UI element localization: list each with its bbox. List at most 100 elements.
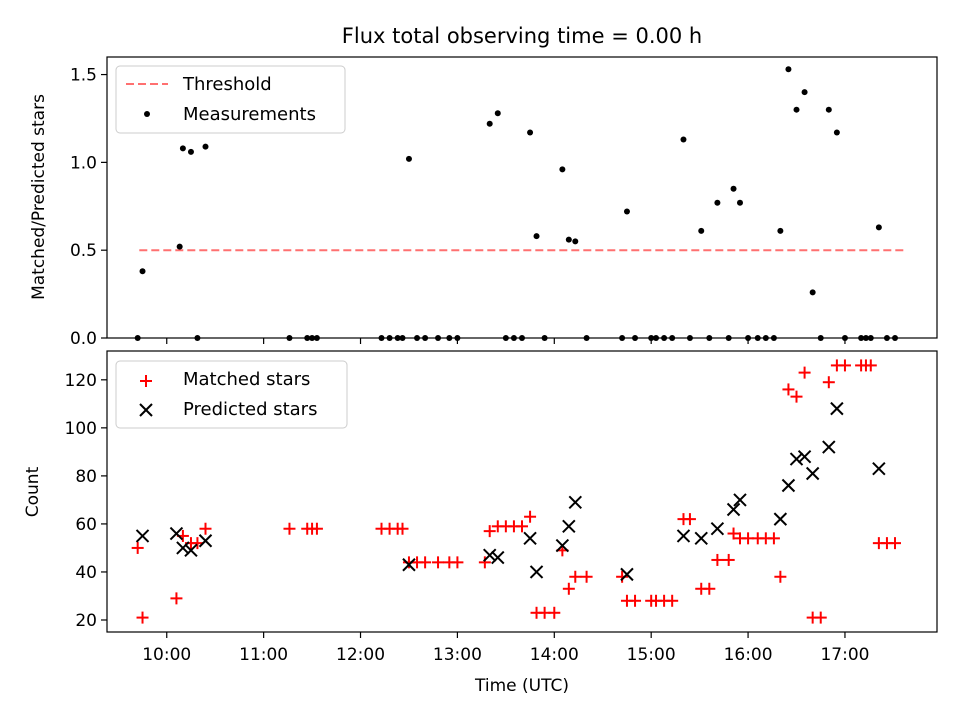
measurement-point: [565, 236, 572, 243]
bottom-y-tick-label: 80: [75, 467, 97, 487]
predicted-star-point: [620, 567, 634, 582]
top-legend-box: [115, 65, 346, 134]
x-tick-label: 13:00: [433, 645, 482, 665]
measurement-point: [825, 106, 832, 113]
measurement-point: [801, 89, 808, 96]
measurement-point: [494, 110, 501, 117]
measurement-point: [777, 227, 784, 234]
x-tick-label: 12:00: [336, 645, 385, 665]
legend-predicted-swatch: [139, 403, 153, 417]
matched-star-point: [136, 611, 149, 624]
measurement-point: [875, 224, 882, 231]
matched-star-point: [199, 522, 212, 535]
predicted-star-point: [773, 512, 788, 526]
measurement-point: [793, 106, 800, 113]
matched-star-point: [580, 570, 593, 583]
x-tick-label: 16:00: [724, 645, 773, 665]
predicted-star-point: [676, 529, 691, 543]
matched-star-point: [569, 570, 582, 583]
matched-star-point: [396, 522, 409, 535]
legend-predicted-label: Predicted stars: [183, 399, 317, 420]
predicted-star-point: [169, 526, 184, 541]
bottom-panel: 20 40 60 80 100 120 10:00 11:00 12:00 13:00 14:00…: [23, 350, 938, 696]
measurement-point: [698, 227, 705, 234]
predicted-star-point: [733, 493, 747, 507]
predicted-star-point: [726, 502, 741, 517]
predicted-star-point: [176, 541, 190, 555]
measurement-point: [187, 148, 194, 155]
predicted-star-point: [789, 452, 804, 466]
matched-star-point: [451, 556, 464, 569]
matched-star-point: [711, 553, 724, 566]
top-panel: 0.0 0.5 1.0 1.5 Matched/Predicted stars Thr…: [29, 56, 938, 349]
bottom-y-tick-label: 20: [75, 611, 97, 631]
top-y-tick-label: 0.5: [70, 241, 97, 261]
matched-star-point: [629, 594, 642, 607]
matched-star-point: [310, 522, 323, 535]
legend-measurements-swatch: [144, 111, 150, 117]
matched-star-point: [683, 513, 696, 526]
measurement-point: [486, 120, 493, 127]
measurement-point: [405, 155, 412, 162]
measurement-point: [623, 208, 630, 215]
top-plot-frame: [106, 56, 938, 339]
bottom-y-tick-label: 100: [65, 419, 97, 439]
matched-stars-series: [131, 359, 902, 624]
predicted-star-point: [872, 461, 886, 476]
matched-star-point: [727, 527, 740, 540]
measurement-point: [680, 136, 687, 143]
predicted-star-point: [135, 529, 150, 543]
bottom-y-tick-label: 120: [65, 371, 97, 391]
measurement-point: [833, 129, 840, 136]
matched-star-point: [524, 510, 537, 523]
matched-star-point: [889, 537, 902, 550]
bottom-y-tick-label: 40: [75, 563, 97, 583]
bottom-legend: Matched stars Predicted stars: [115, 360, 348, 429]
bottom-y-tick-label: 60: [75, 515, 97, 535]
measurement-point: [533, 233, 540, 240]
matched-star-point: [170, 592, 183, 605]
matched-star-point: [822, 376, 835, 389]
x-axis-label: Time (UTC): [474, 676, 569, 696]
matched-star-point: [283, 522, 296, 535]
matched-star-point: [864, 359, 877, 372]
measurement-point: [527, 129, 534, 136]
predicted-star-point: [562, 519, 576, 534]
predicted-star-point: [184, 543, 198, 558]
predicted-star-point: [555, 538, 570, 553]
predicted-star-point: [822, 440, 836, 454]
x-tick-label: 11:00: [239, 645, 288, 665]
chart-title: Flux total observing time = 0.00 h: [342, 24, 702, 48]
matched-star-point: [838, 359, 851, 372]
predicted-star-point: [482, 548, 497, 562]
matched-star-point: [478, 556, 491, 569]
predicted-star-point: [529, 565, 544, 579]
top-y-axis: 0.0 0.5 1.0 1.5: [70, 66, 107, 349]
predicted-star-point: [568, 495, 582, 510]
matched-star-point: [191, 537, 204, 550]
matched-star-point: [767, 532, 780, 545]
measurement-point: [730, 185, 737, 192]
x-tick-label: 17:00: [820, 645, 869, 665]
matched-star-point: [432, 556, 445, 569]
matched-star-point: [666, 594, 679, 607]
predicted-star-point: [830, 401, 844, 416]
top-y-tick-label: 0.0: [70, 329, 97, 349]
predicted-star-point: [198, 534, 213, 548]
matched-star-point: [703, 582, 716, 595]
predicted-star-point: [781, 478, 796, 493]
measurement-point: [572, 238, 579, 245]
predicted-stars-series: [135, 401, 886, 582]
bottom-x-axis: 10:00 11:00 12:00 13:00 14:00 15:00 16:00 17:00: [142, 632, 869, 665]
measurement-point: [809, 289, 816, 296]
measurement-point: [785, 66, 792, 73]
legend-measurements-label: Measurements: [183, 104, 316, 125]
predicted-star-point: [402, 558, 416, 572]
top-legend: Threshold Measurements: [115, 65, 346, 134]
matched-star-point: [483, 525, 496, 538]
top-y-tick-label: 1.0: [70, 153, 97, 173]
measurement-point: [202, 143, 209, 150]
x-tick-label: 10:00: [142, 645, 191, 665]
predicted-star-point: [797, 449, 812, 464]
top-y-tick-label: 1.5: [70, 66, 97, 86]
